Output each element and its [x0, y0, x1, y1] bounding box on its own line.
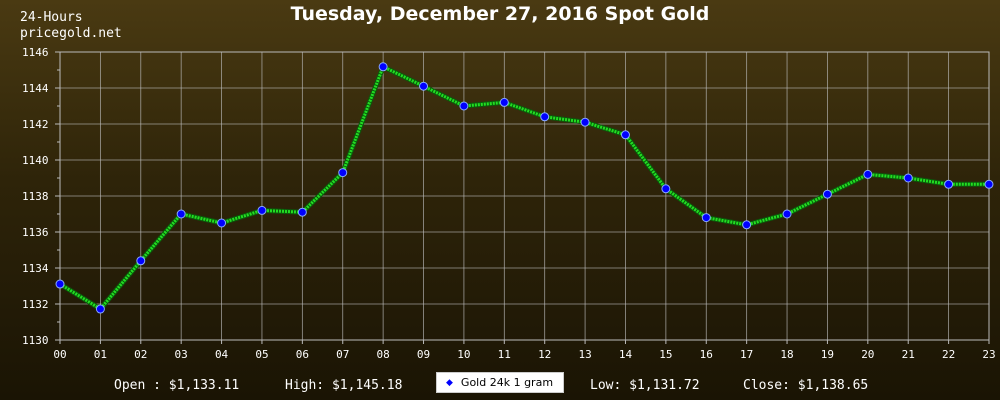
- x-tick-label: 16: [700, 348, 713, 361]
- site-label: pricegold.net: [20, 26, 122, 41]
- stat-high: High: $1,145.18: [285, 378, 403, 393]
- data-point: [903, 173, 913, 183]
- x-tick-label: 08: [377, 348, 390, 361]
- x-tick-label: 22: [942, 348, 955, 361]
- x-tick-label: 18: [780, 348, 793, 361]
- grid: [59, 51, 990, 341]
- x-tick-label: 19: [821, 348, 834, 361]
- x-tick-label: 13: [578, 348, 591, 361]
- y-tick-label: 1134: [22, 262, 49, 275]
- stat-low: Low: $1,131.72: [590, 378, 700, 393]
- data-point: [620, 130, 630, 140]
- data-point: [257, 205, 267, 215]
- y-tick-label: 1136: [22, 226, 49, 239]
- data-point: [95, 304, 105, 314]
- data-point: [742, 220, 752, 230]
- data-point: [217, 218, 227, 228]
- x-tick-label: 20: [861, 348, 874, 361]
- x-tick-label: 00: [53, 348, 66, 361]
- y-tick-label: 1144: [22, 82, 49, 95]
- x-tick-label: 04: [215, 348, 229, 361]
- data-point: [419, 81, 429, 91]
- x-tick-label: 21: [902, 348, 915, 361]
- x-tick-label: 17: [740, 348, 753, 361]
- y-tick-label: 1146: [22, 46, 49, 59]
- x-tick-label: 11: [498, 348, 511, 361]
- y-tick-label: 1132: [22, 298, 49, 311]
- x-tick-label: 09: [417, 348, 430, 361]
- x-tick-label: 23: [982, 348, 995, 361]
- y-tick-label: 1142: [22, 118, 49, 131]
- x-tick-label: 07: [336, 348, 349, 361]
- data-point: [782, 209, 792, 219]
- series-line: [59, 65, 989, 311]
- x-tick-label: 10: [457, 348, 470, 361]
- data-point: [944, 179, 954, 189]
- series-gold: [55, 62, 994, 314]
- x-tick-label: 03: [175, 348, 188, 361]
- data-point: [459, 101, 469, 111]
- data-point: [499, 97, 509, 107]
- y-tick-label: 1130: [22, 334, 49, 347]
- data-point: [580, 117, 590, 127]
- data-point: [338, 168, 348, 178]
- x-tick-label: 12: [538, 348, 551, 361]
- data-point: [863, 169, 873, 179]
- axes: 00 01 02 03 04 05 06 07 08 09 10 11 12 13 14 15 16 17 18 19…: [22, 46, 996, 361]
- x-tick-label: 05: [255, 348, 268, 361]
- data-point: [661, 184, 671, 194]
- chart-title: Tuesday, December 27, 2016 Spot Gold: [290, 3, 710, 25]
- series-line-shadow: [58, 64, 989, 312]
- data-point: [822, 189, 832, 199]
- legend: ◆ Gold 24k 1 gram: [436, 372, 564, 393]
- x-tick-label: 02: [134, 348, 147, 361]
- stat-close: Close: $1,138.65: [743, 378, 869, 393]
- x-tick-label: 14: [619, 348, 633, 361]
- data-point: [136, 256, 146, 266]
- data-point: [176, 209, 186, 219]
- data-point: [297, 207, 307, 217]
- data-point: [984, 179, 994, 189]
- legend-marker-icon: ◆: [446, 377, 453, 388]
- x-tick-label: 01: [94, 348, 107, 361]
- stat-open: Open : $1,133.11: [114, 378, 240, 393]
- legend-label: Gold 24k 1 gram: [460, 376, 554, 389]
- data-point: [701, 213, 711, 223]
- data-point: [55, 279, 65, 289]
- x-tick-label: 15: [659, 348, 672, 361]
- data-point: [540, 112, 550, 122]
- y-tick-label: 1138: [22, 190, 49, 203]
- x-tick-label: 06: [296, 348, 309, 361]
- data-point: [378, 62, 388, 72]
- period-label: 24-Hours: [20, 10, 83, 25]
- y-tick-label: 1140: [22, 154, 49, 167]
